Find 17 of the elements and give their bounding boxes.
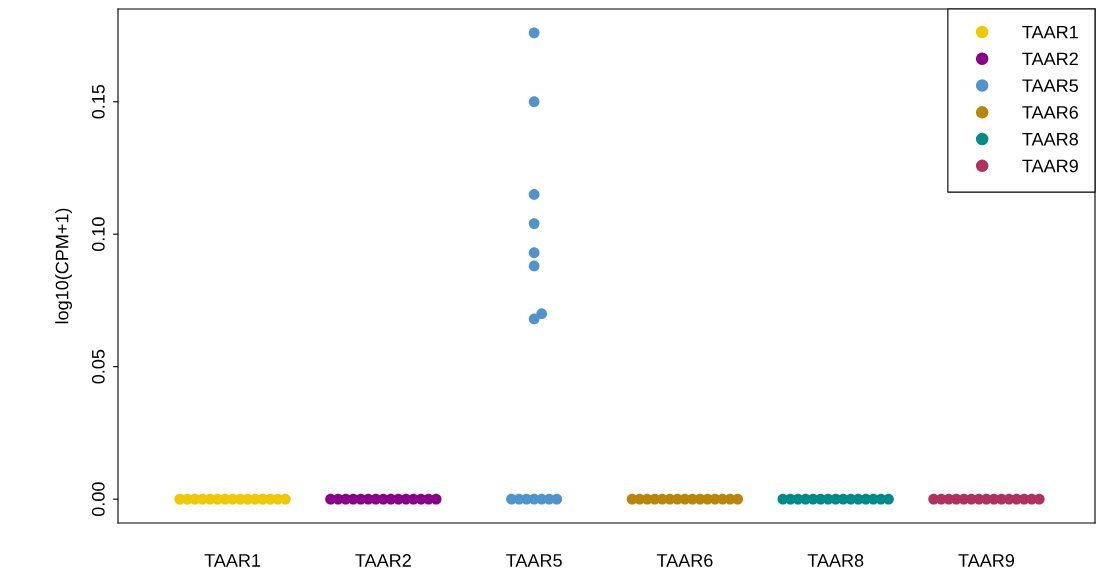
- x-tick-label: TAAR5: [506, 554, 562, 567]
- y-axis-title: log10(CPM+1): [55, 208, 72, 324]
- legend-label: TAAR9: [1022, 159, 1078, 173]
- y-tick-label: 0.05: [91, 349, 105, 384]
- y-tick-label: 0.15: [91, 84, 105, 119]
- legend-label: TAAR2: [1022, 52, 1078, 66]
- x-tick-label: TAAR1: [204, 554, 261, 567]
- y-tick-label: 0.10: [91, 217, 105, 252]
- x-tick-label: TAAR9: [958, 554, 1015, 567]
- x-tick-label: TAAR2: [355, 554, 411, 567]
- legend-label: TAAR8: [1022, 132, 1078, 146]
- legend-label: TAAR6: [1022, 106, 1078, 119]
- x-tick-label: TAAR8: [807, 554, 864, 567]
- x-tick-label: TAAR6: [656, 554, 713, 567]
- legend-label: TAAR1: [1022, 25, 1078, 39]
- legend-label: TAAR5: [1022, 79, 1078, 93]
- y-tick-label: 0.00: [91, 482, 105, 517]
